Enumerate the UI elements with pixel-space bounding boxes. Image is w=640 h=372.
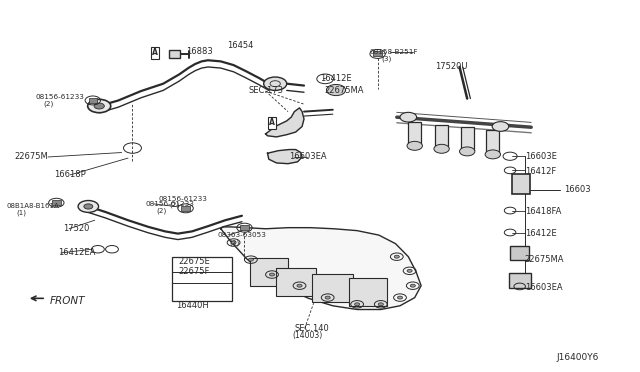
Text: 16603EA: 16603EA: [525, 283, 563, 292]
Text: 08B1A8-B161A: 08B1A8-B161A: [6, 203, 59, 209]
Text: (2): (2): [44, 100, 54, 107]
Bar: [509, 273, 531, 288]
Bar: [88, 98, 97, 103]
Circle shape: [269, 273, 275, 276]
Text: (2): (2): [229, 239, 239, 246]
Bar: [512, 174, 530, 194]
Text: 16412F: 16412F: [525, 167, 556, 176]
Text: 16618P: 16618P: [54, 170, 86, 179]
Text: (3): (3): [381, 56, 392, 62]
Circle shape: [88, 99, 111, 113]
Bar: [276, 268, 316, 296]
Text: SEC.140: SEC.140: [294, 324, 329, 333]
Bar: [461, 127, 474, 150]
Text: 22675E: 22675E: [178, 257, 210, 266]
Bar: [349, 278, 387, 306]
Text: A: A: [152, 48, 158, 57]
Bar: [172, 257, 232, 301]
Bar: [169, 50, 180, 58]
Circle shape: [400, 112, 417, 122]
Text: 08156-61233: 08156-61233: [159, 196, 207, 202]
Circle shape: [326, 84, 346, 96]
Bar: [408, 122, 421, 144]
Text: FRONT: FRONT: [50, 296, 85, 305]
Text: 22675M: 22675M: [14, 153, 48, 161]
Text: 08156-61233: 08156-61233: [35, 94, 84, 100]
Text: 16412E: 16412E: [320, 74, 351, 83]
Polygon shape: [268, 150, 302, 164]
Circle shape: [248, 258, 253, 261]
Text: 16603EA: 16603EA: [289, 153, 327, 161]
Text: 16454: 16454: [227, 41, 253, 50]
Circle shape: [94, 103, 104, 109]
Bar: [373, 51, 382, 57]
Circle shape: [355, 303, 360, 306]
Text: 08363-63053: 08363-63053: [218, 232, 266, 238]
Bar: [240, 225, 249, 230]
Circle shape: [78, 201, 99, 212]
Text: J16400Y6: J16400Y6: [557, 353, 599, 362]
Bar: [312, 274, 353, 302]
Text: 16418FA: 16418FA: [525, 207, 561, 216]
Text: 16440H: 16440H: [176, 301, 209, 310]
Text: (1): (1): [16, 210, 26, 217]
Circle shape: [325, 296, 330, 299]
Text: 08156-61233: 08156-61233: [146, 201, 195, 207]
Bar: [181, 206, 190, 211]
Text: 22675MA: 22675MA: [324, 86, 364, 94]
Text: (2): (2): [156, 208, 166, 214]
Bar: [510, 246, 529, 260]
Circle shape: [434, 144, 449, 153]
Circle shape: [84, 204, 93, 209]
Text: 22675MA: 22675MA: [525, 255, 564, 264]
Text: 16603: 16603: [564, 185, 591, 194]
Text: (14003): (14003): [292, 331, 323, 340]
Text: 16883: 16883: [186, 47, 213, 56]
Bar: [52, 200, 61, 205]
Circle shape: [231, 241, 236, 244]
Circle shape: [397, 296, 403, 299]
Text: 17520: 17520: [63, 224, 89, 233]
Text: 08158-B251F: 08158-B251F: [370, 49, 419, 55]
Text: 16412EA: 16412EA: [58, 248, 95, 257]
Circle shape: [492, 122, 509, 131]
Circle shape: [297, 284, 302, 287]
Circle shape: [410, 284, 415, 287]
Text: (2): (2): [170, 202, 180, 208]
Polygon shape: [266, 108, 304, 137]
Bar: [486, 130, 499, 153]
Text: 16412E: 16412E: [525, 229, 556, 238]
Text: 22675F: 22675F: [178, 267, 209, 276]
Polygon shape: [221, 227, 421, 310]
Bar: [435, 125, 448, 147]
Bar: [250, 258, 288, 286]
Circle shape: [407, 141, 422, 150]
Text: 17520U: 17520U: [435, 62, 468, 71]
Circle shape: [264, 77, 287, 90]
Text: A: A: [269, 118, 275, 127]
Circle shape: [407, 269, 412, 272]
Text: SEC.173: SEC.173: [248, 86, 284, 94]
Circle shape: [485, 150, 500, 159]
Text: 16603E: 16603E: [525, 153, 557, 161]
Circle shape: [394, 255, 399, 258]
Circle shape: [460, 147, 475, 156]
Circle shape: [378, 303, 383, 306]
